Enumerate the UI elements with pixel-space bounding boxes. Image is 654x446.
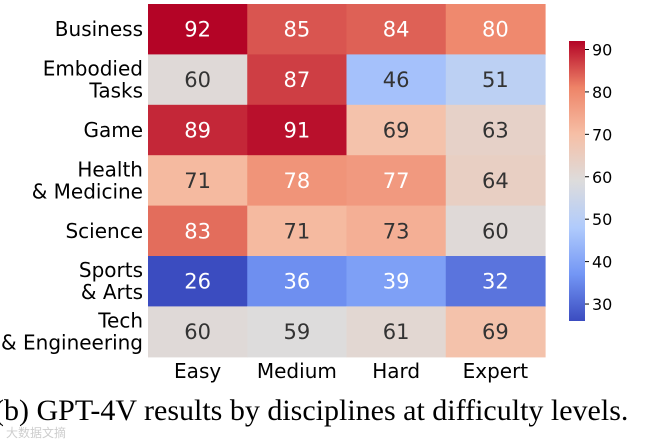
heatmap-cell: [346, 155, 447, 207]
row-label: Business: [55, 17, 143, 41]
heatmap-cell: [247, 54, 348, 106]
heatmap-cell: [247, 256, 348, 307]
heatmap-cell: [346, 306, 447, 358]
cell-value-label: 32: [482, 270, 509, 294]
colorbar-tick-label: 80: [592, 83, 612, 102]
colorbar-tick-label: 50: [592, 210, 612, 229]
cell-value-label: 85: [284, 18, 311, 42]
heatmap-cell: [346, 256, 447, 307]
column-label: Medium: [257, 359, 337, 383]
heatmap-cell: [148, 205, 248, 257]
cell-value-label: 84: [383, 18, 410, 42]
colorbar-tick-label: 30: [592, 295, 612, 314]
cell-value-label: 71: [184, 169, 211, 193]
heatmap-cell: [445, 256, 546, 307]
cell-value-label: 51: [482, 68, 509, 92]
cell-value-label: 46: [383, 68, 410, 92]
cell-value-label: 78: [284, 169, 311, 193]
heatmap-cell: [445, 155, 546, 207]
cell-value-label: 77: [383, 169, 410, 193]
heatmap-cell: [148, 104, 248, 156]
row-label: Game: [83, 118, 143, 142]
cell-value-label: 71: [284, 219, 311, 243]
cell-value-label: 63: [482, 119, 509, 143]
cell-value-label: 87: [284, 68, 311, 92]
column-label: Hard: [372, 359, 420, 383]
colorbar-tick-label: 70: [592, 125, 612, 144]
heatmap-cell: [247, 104, 348, 156]
cell-value-label: 26: [184, 270, 211, 294]
heatmap-cell: [445, 54, 546, 106]
heatmap-cell: [445, 4, 546, 55]
colorbar-tick-label: 60: [592, 168, 612, 187]
cell-value-label: 89: [184, 119, 211, 143]
cell-value-label: 69: [482, 320, 509, 344]
cell-value-label: 92: [184, 18, 211, 42]
cell-value-label: 80: [482, 18, 509, 42]
colorbar-tick-label: 90: [592, 40, 612, 59]
heatmap-cell: [247, 205, 348, 257]
cell-value-label: 36: [284, 270, 311, 294]
cell-value-label: 61: [383, 320, 410, 344]
colorbar-gradient: [569, 41, 585, 321]
heatmap-cell: [247, 4, 348, 55]
row-label: Science: [65, 219, 143, 243]
row-label: Sports: [79, 258, 143, 282]
row-label: & Arts: [81, 280, 143, 304]
column-label: Easy: [174, 359, 221, 383]
heatmap-cell: [346, 104, 447, 156]
heatmap-cells: 92 85 84 80 60 87 46 51 89 91 69 63 71 78 77 64 83 71 73 60…: [148, 4, 546, 358]
colorbar-tick-label: 40: [592, 253, 612, 272]
row-label: Embodied: [43, 57, 143, 81]
figure-caption: (b) GPT-4V results by disciplines at dif…: [0, 394, 629, 427]
heatmap-cell: [148, 54, 248, 106]
row-label: & Engineering: [1, 331, 143, 355]
heatmap-cell: [148, 306, 248, 358]
watermark: 大数据文摘: [6, 426, 67, 440]
cell-value-label: 69: [383, 119, 410, 143]
heatmap-cell: [148, 256, 248, 307]
column-label: Expert: [463, 359, 529, 383]
heatmap-cell: [445, 104, 546, 156]
row-label: & Medicine: [32, 179, 143, 203]
heatmap-cell: [346, 205, 447, 257]
cell-value-label: 60: [184, 68, 211, 92]
cell-value-label: 64: [482, 169, 509, 193]
cell-value-label: 91: [284, 119, 311, 143]
heatmap-cell: [445, 205, 546, 257]
cell-value-label: 73: [383, 219, 410, 243]
colorbar: 30 40 50 60 70 80 90: [569, 40, 612, 321]
row-label: Tech: [97, 309, 143, 333]
cell-value-label: 39: [383, 270, 410, 294]
cell-value-label: 60: [482, 219, 509, 243]
heatmap-cell: [148, 155, 248, 207]
heatmap-cell: [346, 54, 447, 106]
heatmap-cell: [148, 4, 248, 55]
heatmap-cell: [346, 4, 447, 55]
row-label: Health: [77, 157, 143, 181]
heatmap-cell: [247, 306, 348, 358]
heatmap-cell: [247, 155, 348, 207]
cell-value-label: 60: [184, 320, 211, 344]
cell-value-label: 59: [284, 320, 311, 344]
heatmap-cell: [445, 306, 546, 358]
cell-value-label: 83: [184, 219, 211, 243]
row-label: Tasks: [88, 79, 143, 103]
column-labels: Easy Medium Hard Expert: [174, 359, 528, 383]
